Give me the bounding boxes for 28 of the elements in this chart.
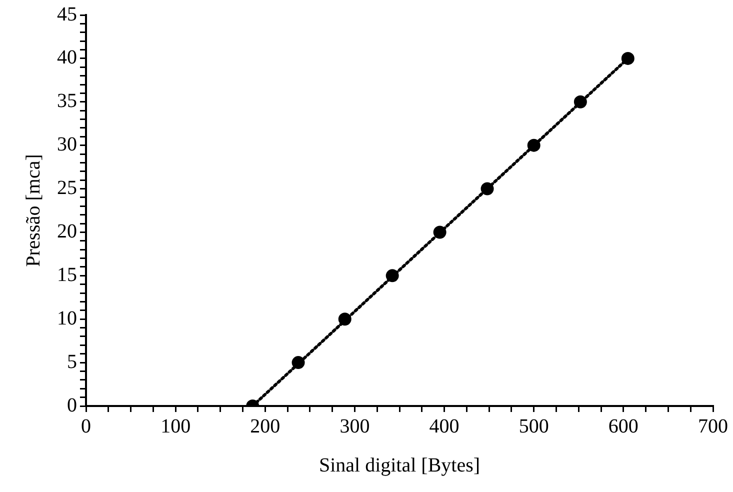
x-tick-label: 600: [608, 415, 638, 438]
y-tick-label: 30: [57, 134, 77, 156]
y-tick-label: 15: [57, 264, 77, 286]
y-tick-label: 25: [57, 177, 77, 200]
y-tick-label: 45: [57, 3, 77, 26]
point: [386, 269, 399, 282]
x-axis-title: Sinal digital [Bytes]: [318, 454, 480, 476]
y-tick-label: 10: [57, 307, 77, 330]
x-tick-label: 700: [698, 415, 728, 438]
x-tick-label: 0: [81, 415, 91, 438]
x-tick-label: 200: [250, 415, 280, 438]
point: [338, 312, 352, 326]
point: [433, 226, 446, 239]
x-tick-label: 400: [429, 415, 460, 438]
y-axis-title: Pressão [mca]: [22, 154, 44, 267]
point: [527, 138, 540, 152]
point: [574, 95, 587, 108]
y-tick-label: 5: [67, 350, 77, 373]
x-tick-label: 300: [340, 415, 370, 438]
point: [621, 52, 634, 65]
y-tick-label: 35: [57, 90, 77, 112]
y-tick-label: 0: [67, 394, 77, 416]
point: [292, 356, 305, 370]
x-tick-label: 100: [160, 415, 191, 438]
y-tick-label: 20: [57, 220, 77, 242]
point: [480, 182, 494, 196]
y-tick-label: 40: [57, 46, 77, 69]
x-tick-label: 500: [518, 415, 549, 438]
